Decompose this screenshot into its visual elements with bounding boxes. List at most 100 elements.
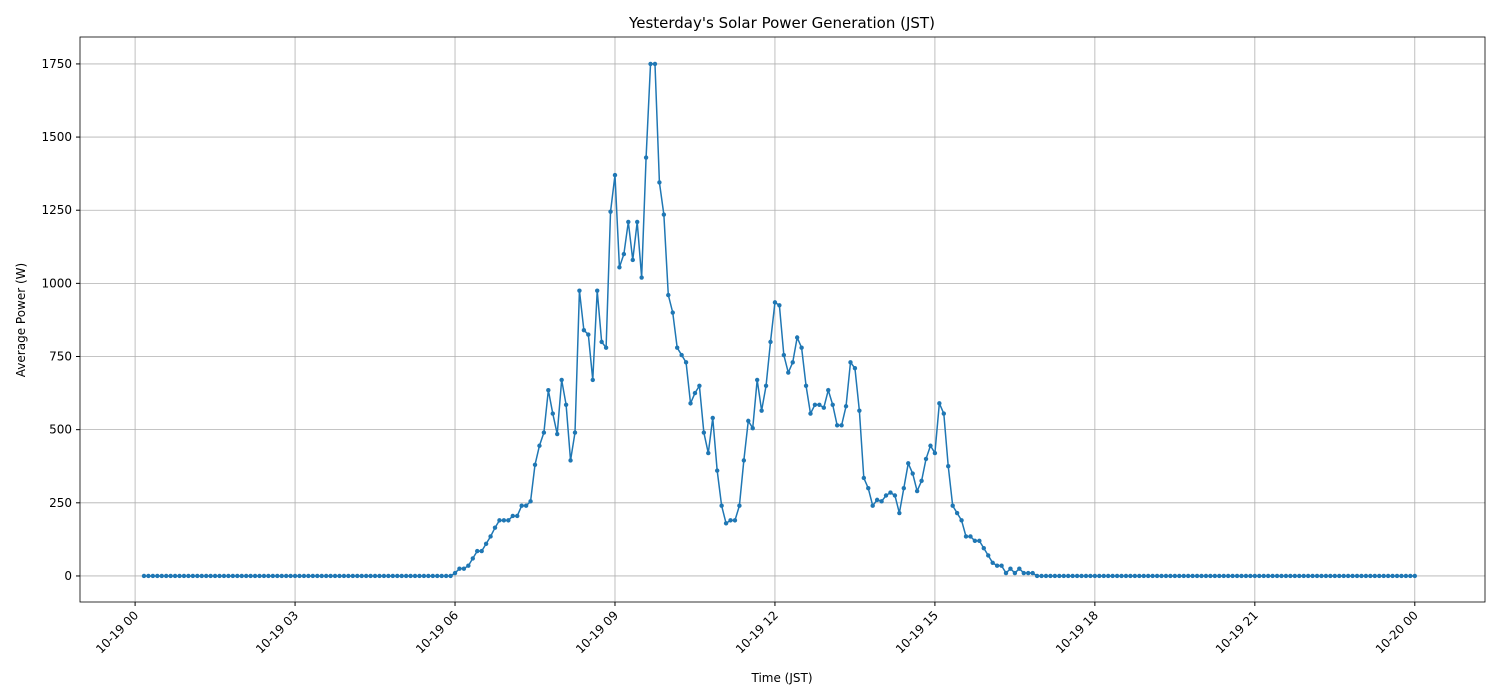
data-point [1337, 573, 1342, 579]
data-point [857, 408, 862, 413]
data-point [963, 534, 969, 539]
data-point [817, 402, 822, 407]
data-point [581, 327, 587, 333]
data-point [208, 573, 213, 579]
data-point [577, 288, 582, 293]
data-point [954, 510, 960, 516]
data-point [719, 503, 724, 508]
data-point [919, 478, 924, 484]
data-point [1172, 573, 1178, 579]
data-point [1363, 573, 1369, 579]
data-point [870, 503, 875, 508]
data-point [1403, 573, 1409, 579]
data-point [1039, 573, 1044, 579]
y-tick-label: 750 [49, 350, 72, 364]
data-point [1119, 573, 1124, 579]
data-point [190, 573, 196, 579]
data-point [1323, 573, 1329, 579]
data-point [470, 556, 475, 561]
data-point [168, 573, 173, 579]
data-point [292, 573, 298, 579]
data-point [866, 485, 871, 491]
data-point [630, 257, 635, 263]
data-point [923, 456, 929, 462]
data-point [510, 513, 515, 519]
data-point [710, 415, 715, 421]
data-point [475, 548, 480, 554]
data-point [497, 518, 502, 523]
data-point [1408, 573, 1413, 579]
data-point [1341, 573, 1346, 579]
data-point [852, 366, 858, 371]
data-point [688, 401, 693, 406]
data-point [332, 573, 338, 579]
data-point [679, 352, 684, 358]
y-tick-label: 500 [49, 423, 72, 437]
data-point [537, 443, 542, 448]
data-point [1208, 573, 1213, 579]
data-point [408, 573, 413, 579]
data-point [1008, 566, 1013, 571]
data-point [768, 339, 773, 345]
data-point [559, 377, 564, 383]
data-point [355, 573, 360, 579]
data-point [381, 573, 387, 579]
data-point [643, 155, 649, 160]
data-point [595, 288, 600, 293]
data-point [652, 61, 658, 67]
data-point [235, 573, 240, 579]
data-point [203, 573, 209, 579]
data-point [1106, 573, 1111, 579]
data-point [177, 573, 182, 579]
data-point [1368, 573, 1373, 579]
data-point [368, 573, 373, 579]
data-point [1066, 573, 1071, 579]
data-point [1074, 573, 1080, 579]
data-point [221, 573, 227, 579]
data-point [901, 485, 907, 491]
data-point [412, 573, 418, 579]
data-point [528, 499, 533, 504]
data-point [399, 573, 404, 579]
data-point [808, 411, 813, 416]
data-point [546, 387, 551, 393]
data-point [1381, 573, 1386, 579]
data-point [363, 573, 369, 579]
data-point [426, 573, 431, 579]
data-point [319, 573, 324, 579]
data-point [1092, 573, 1098, 579]
data-point [750, 425, 755, 431]
data-point [164, 573, 169, 579]
data-point [772, 300, 778, 305]
data-point [1110, 573, 1115, 579]
data-point [1279, 573, 1284, 579]
data-point [568, 458, 573, 463]
data-point [270, 573, 276, 579]
data-point [501, 518, 507, 523]
data-point [403, 573, 409, 579]
data-point [937, 401, 942, 406]
data-point [968, 534, 973, 539]
data-point [310, 573, 316, 579]
data-point [1194, 573, 1200, 579]
data-point [777, 303, 782, 308]
data-point [435, 573, 440, 579]
data-point [315, 573, 320, 579]
data-point [1257, 573, 1262, 579]
data-point [452, 570, 458, 576]
data-point [1345, 573, 1351, 579]
data-point [990, 560, 995, 565]
data-point [479, 548, 484, 554]
data-point [1128, 573, 1133, 579]
data-point [1217, 573, 1222, 579]
data-point [617, 265, 622, 270]
data-point [830, 402, 835, 407]
data-point [1021, 570, 1026, 576]
y-tick-label: 1250 [41, 203, 72, 217]
data-point [1154, 573, 1160, 579]
data-point [1061, 573, 1066, 579]
data-point [754, 377, 760, 383]
data-point [803, 383, 809, 388]
data-point [799, 345, 804, 350]
data-point [1212, 573, 1218, 579]
